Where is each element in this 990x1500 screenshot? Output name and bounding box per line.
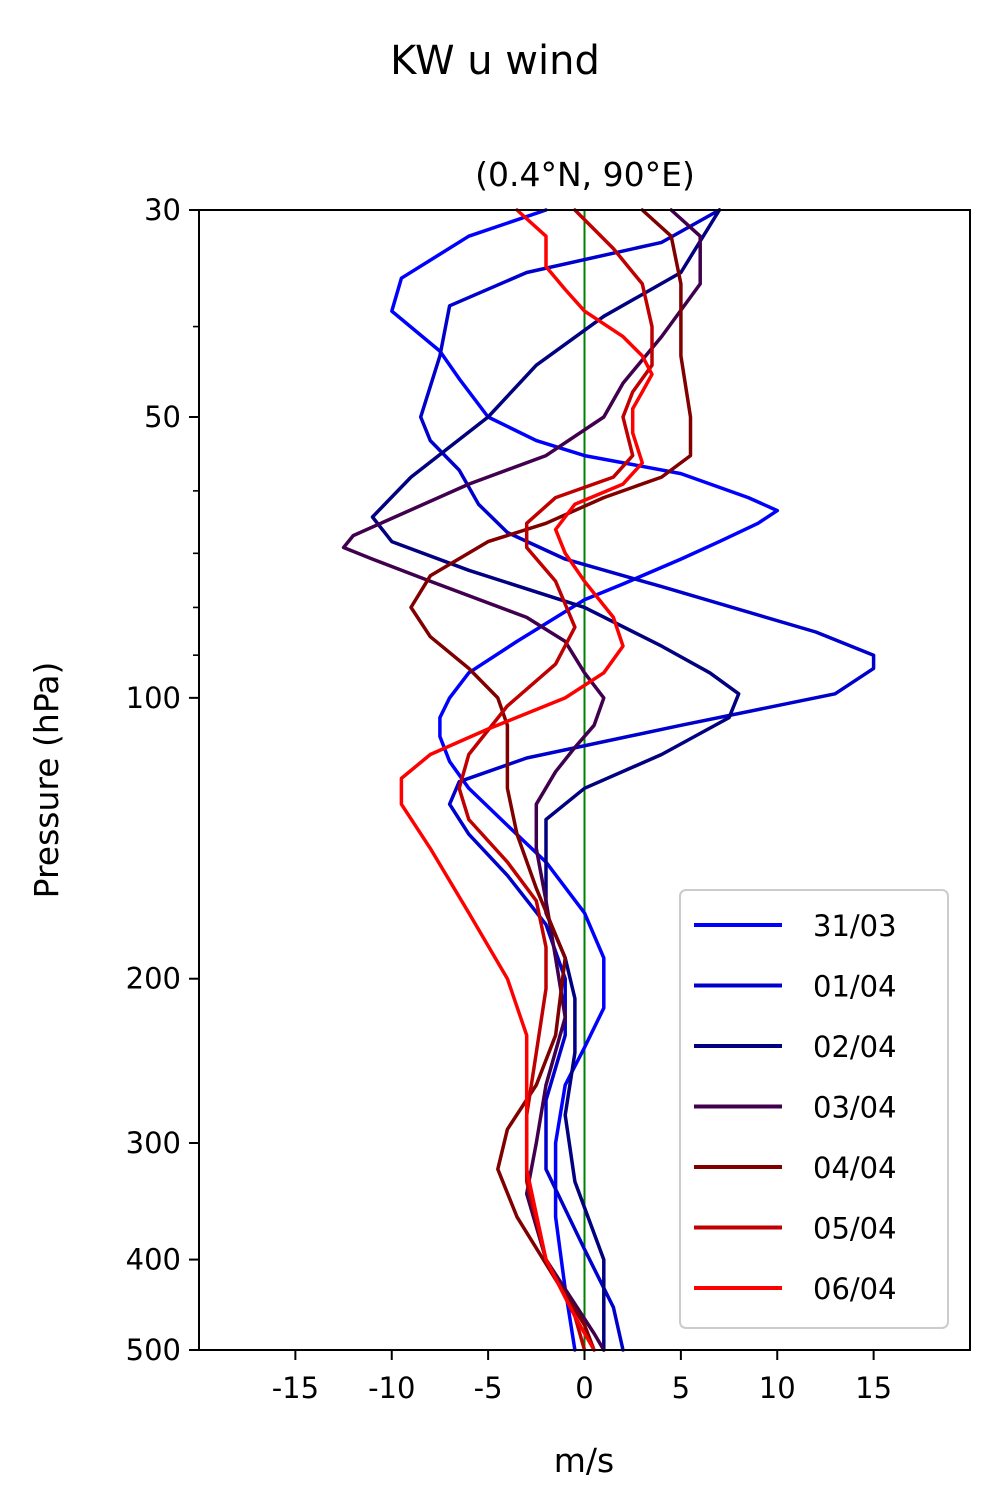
legend-label: 01/04 <box>813 970 897 1004</box>
series-lines <box>341 208 876 1352</box>
series-line-1 <box>418 208 876 1352</box>
chart-subtitle: (0.4°N, 90°E) <box>475 155 695 194</box>
x-tick-label: -5 <box>474 1371 503 1405</box>
legend-label: 31/03 <box>813 909 897 943</box>
x-axis: -15 -10 -5 0 5 10 15 <box>272 1350 892 1405</box>
legend: 31/03 01/04 02/04 03/04 04/04 05/04 06/04 <box>679 889 949 1329</box>
legend-label: 06/04 <box>813 1272 897 1306</box>
series-line-2 <box>370 208 741 1352</box>
legend-box <box>679 889 949 1329</box>
series-line-5 <box>457 208 654 1352</box>
x-tick-label: -15 <box>272 1371 319 1405</box>
x-tick-label: 0 <box>575 1371 593 1405</box>
series-line-6 <box>399 208 654 1352</box>
y-tick-label: 30 <box>144 193 181 227</box>
y-tick-label: 100 <box>126 681 181 715</box>
legend-label: 04/04 <box>813 1151 897 1185</box>
x-tick-label: 10 <box>759 1371 796 1405</box>
plot-area <box>198 208 971 1352</box>
legend-label: 03/04 <box>813 1091 897 1125</box>
x-tick-label: 5 <box>672 1371 690 1405</box>
series-line-3 <box>341 208 702 1352</box>
x-tick-label: 15 <box>855 1371 892 1405</box>
series-line-0 <box>390 208 780 1352</box>
legend-entries: 31/03 01/04 02/04 03/04 04/04 05/04 06/04 <box>694 909 897 1306</box>
series-line-4 <box>409 208 693 1352</box>
y-tick-label: 400 <box>126 1243 181 1277</box>
y-axis: 30 50 100 200 300 400 500 <box>126 193 199 1367</box>
x-axis-label: m/s <box>554 1441 614 1480</box>
x-tick-label: -10 <box>368 1371 415 1405</box>
y-tick-label: 200 <box>126 962 181 996</box>
chart-title: KW u wind <box>390 38 600 84</box>
legend-label: 05/04 <box>813 1212 897 1246</box>
y-axis-label: Pressure (hPa) <box>27 662 66 899</box>
y-tick-label: 300 <box>126 1126 181 1160</box>
legend-label: 02/04 <box>813 1030 897 1064</box>
y-tick-label: 50 <box>144 400 181 434</box>
y-tick-label: 500 <box>126 1333 181 1367</box>
